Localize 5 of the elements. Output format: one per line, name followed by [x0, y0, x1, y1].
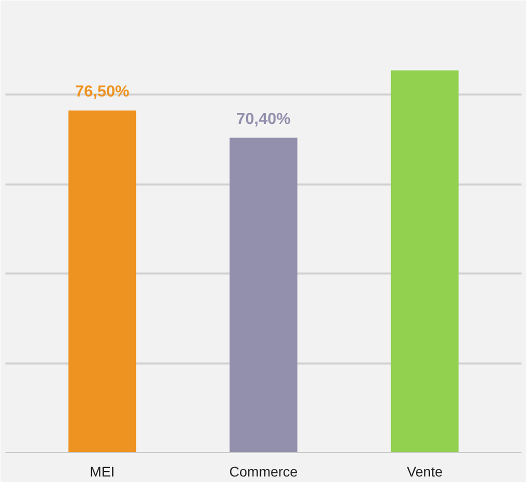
x-tick-label: MEI — [90, 464, 115, 480]
x-tick-label: Vente — [406, 464, 443, 480]
data-label: 70,40% — [236, 110, 291, 128]
data-label: 76,50% — [75, 84, 130, 101]
x-tick-label: Commerce — [229, 464, 298, 480]
